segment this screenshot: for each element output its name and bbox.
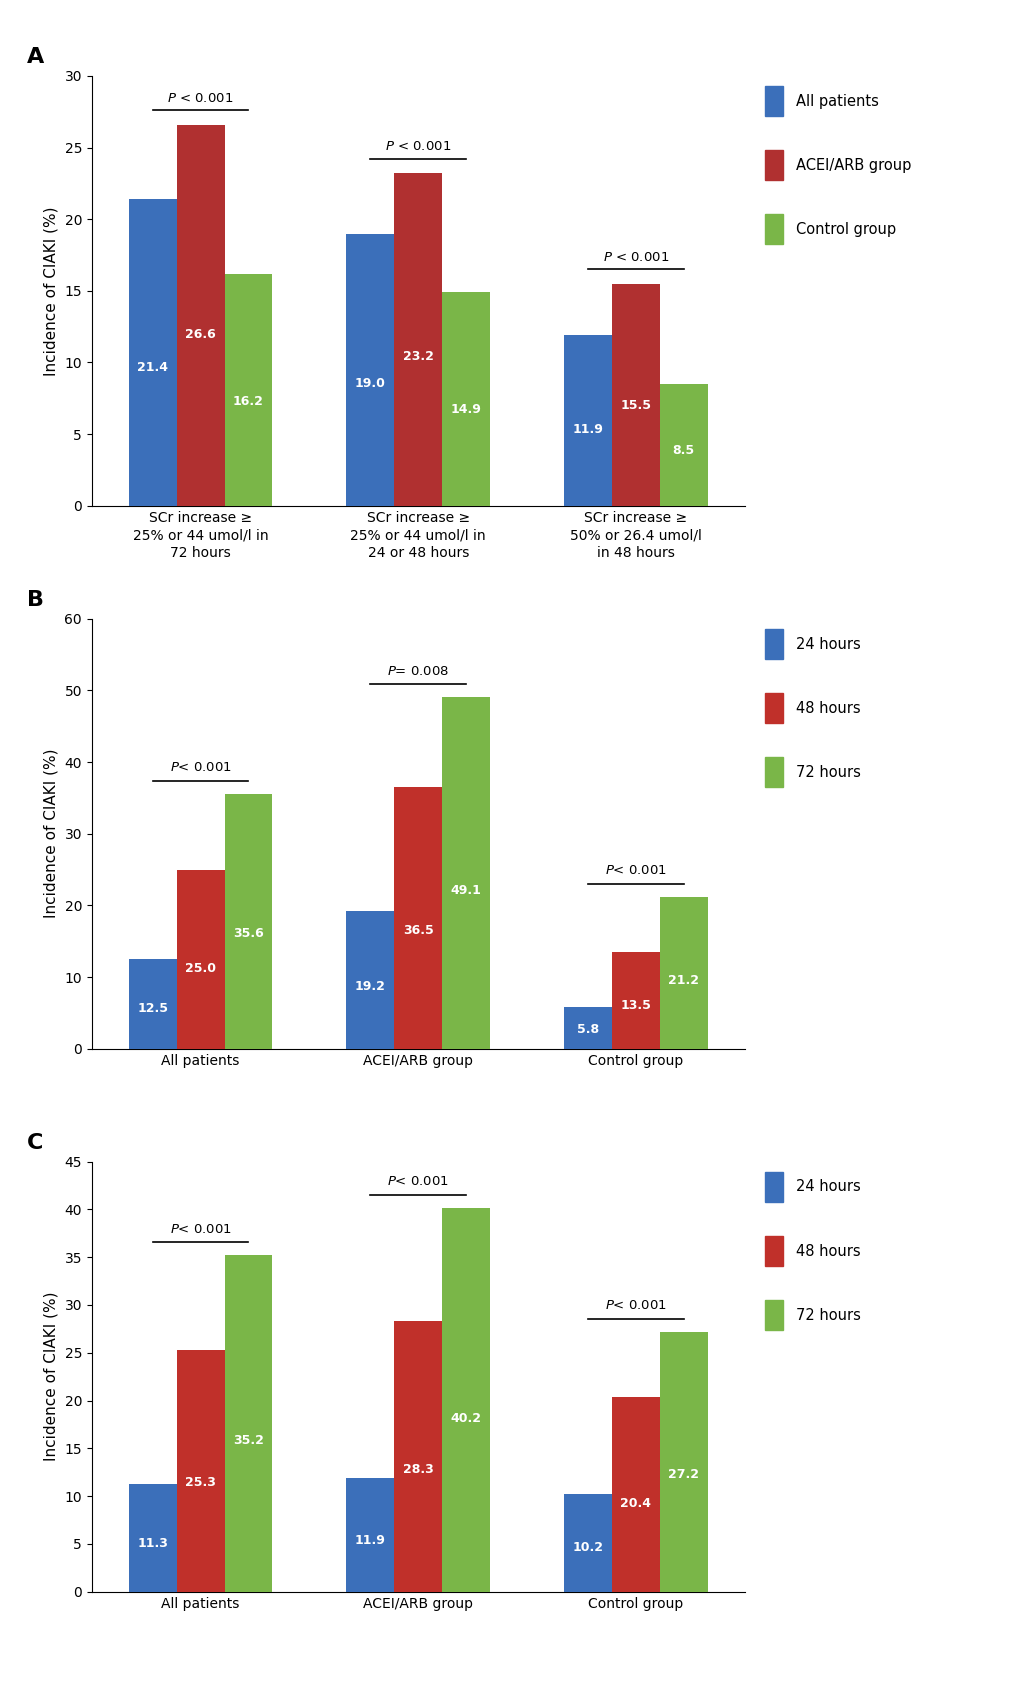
Bar: [394, 1322, 441, 1592]
Text: $\it{P}$ < 0.001: $\it{P}$ < 0.001: [167, 91, 233, 105]
Bar: [564, 1007, 611, 1049]
Text: 48 hours: 48 hours: [795, 1244, 859, 1258]
Text: $\it{P}$< 0.001: $\it{P}$< 0.001: [604, 865, 666, 877]
Text: B: B: [26, 590, 44, 610]
Text: 40.2: 40.2: [450, 1413, 481, 1425]
Bar: [659, 384, 707, 506]
Text: 28.3: 28.3: [403, 1463, 433, 1477]
Bar: [441, 292, 489, 506]
Text: 72 hours: 72 hours: [795, 1308, 860, 1322]
Text: 24 hours: 24 hours: [795, 637, 859, 651]
Text: 12.5: 12.5: [138, 1001, 168, 1015]
Bar: [611, 1396, 659, 1592]
Text: 16.2: 16.2: [232, 395, 264, 408]
Bar: [394, 787, 441, 1049]
Bar: [224, 273, 272, 506]
Text: $\it{P}$ < 0.001: $\it{P}$ < 0.001: [385, 140, 450, 153]
Bar: [564, 336, 611, 506]
Text: 5.8: 5.8: [577, 1023, 598, 1037]
Text: 36.5: 36.5: [403, 924, 433, 937]
Text: 35.6: 35.6: [233, 927, 264, 941]
Bar: [224, 1256, 272, 1592]
Text: 27.2: 27.2: [667, 1469, 698, 1480]
Text: 23.2: 23.2: [403, 349, 433, 362]
Text: $\it{P}$ < 0.001: $\it{P}$ < 0.001: [602, 251, 668, 263]
Bar: [346, 910, 394, 1049]
Text: $\it{P}$< 0.001: $\it{P}$< 0.001: [169, 1222, 231, 1236]
Text: 14.9: 14.9: [450, 403, 481, 416]
Text: $\it{P}$< 0.001: $\it{P}$< 0.001: [169, 762, 231, 774]
Text: $\it{P}$< 0.001: $\it{P}$< 0.001: [387, 1175, 448, 1189]
Text: 25.3: 25.3: [185, 1477, 216, 1489]
Text: A: A: [26, 47, 44, 67]
Text: 15.5: 15.5: [620, 400, 651, 413]
Bar: [176, 125, 224, 506]
Text: 11.9: 11.9: [572, 423, 603, 435]
Bar: [346, 1479, 394, 1592]
Text: 11.3: 11.3: [138, 1536, 168, 1549]
Bar: [611, 283, 659, 506]
Text: 20.4: 20.4: [620, 1497, 651, 1511]
Text: Control group: Control group: [795, 223, 895, 236]
Bar: [564, 1494, 611, 1592]
Bar: [176, 1350, 224, 1592]
Bar: [611, 953, 659, 1049]
Y-axis label: Incidence of CIAKI (%): Incidence of CIAKI (%): [44, 749, 59, 919]
Text: 13.5: 13.5: [620, 998, 650, 1012]
Bar: [659, 1332, 707, 1592]
Text: 49.1: 49.1: [450, 883, 481, 897]
Bar: [659, 897, 707, 1049]
Bar: [394, 174, 441, 506]
Text: 25.0: 25.0: [184, 961, 216, 975]
Bar: [346, 234, 394, 506]
Text: 11.9: 11.9: [355, 1534, 385, 1548]
Bar: [128, 1484, 176, 1592]
Text: 8.5: 8.5: [672, 445, 694, 457]
Text: 19.2: 19.2: [355, 980, 385, 993]
Text: $\it{P}$= 0.008: $\it{P}$= 0.008: [386, 664, 449, 678]
Text: 24 hours: 24 hours: [795, 1180, 859, 1194]
Text: 26.6: 26.6: [185, 327, 216, 341]
Y-axis label: Incidence of CIAKI (%): Incidence of CIAKI (%): [44, 206, 59, 376]
Text: 48 hours: 48 hours: [795, 701, 859, 715]
Bar: [441, 696, 489, 1049]
Bar: [176, 870, 224, 1049]
Bar: [224, 794, 272, 1049]
Text: 21.2: 21.2: [667, 975, 698, 986]
Text: All patients: All patients: [795, 94, 877, 108]
Text: 21.4: 21.4: [138, 361, 168, 374]
Y-axis label: Incidence of CIAKI (%): Incidence of CIAKI (%): [44, 1291, 59, 1462]
Text: 35.2: 35.2: [232, 1433, 264, 1447]
Text: C: C: [26, 1133, 43, 1153]
Text: ACEI/ARB group: ACEI/ARB group: [795, 158, 910, 172]
Bar: [128, 959, 176, 1049]
Text: 72 hours: 72 hours: [795, 765, 860, 779]
Text: 10.2: 10.2: [572, 1541, 603, 1554]
Bar: [128, 199, 176, 506]
Text: $\it{P}$< 0.001: $\it{P}$< 0.001: [604, 1300, 666, 1312]
Text: 19.0: 19.0: [355, 376, 385, 389]
Bar: [441, 1207, 489, 1592]
